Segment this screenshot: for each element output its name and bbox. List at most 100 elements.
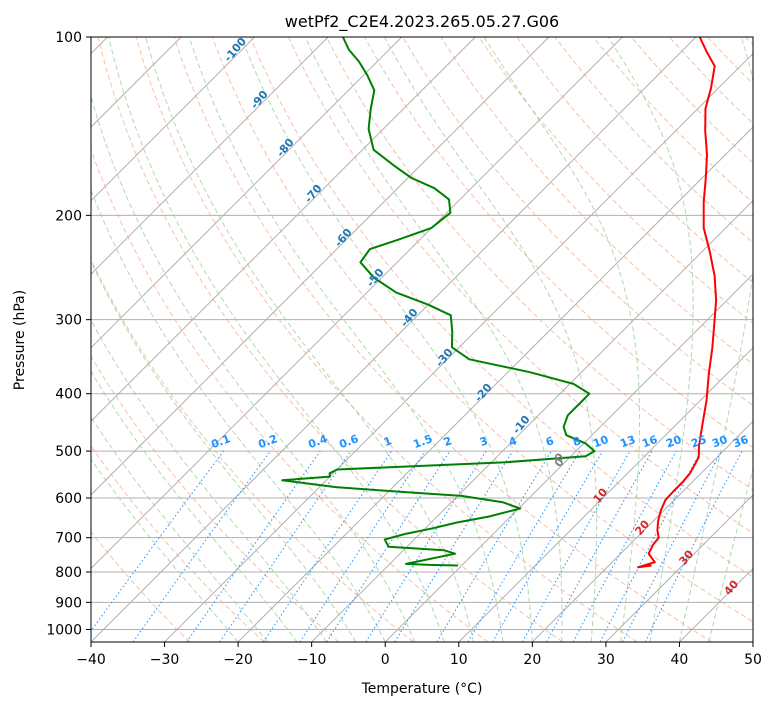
x-tick-label: −10 <box>297 652 327 668</box>
isotherm-line <box>458 347 753 642</box>
mixing-ratio-label: 30 <box>710 433 729 451</box>
mixing-ratio-line <box>299 450 426 642</box>
plot-frame <box>90 36 754 643</box>
axes: −40 −30 −20 −10 0 10 20 30 40 50 1000 900 800 700 600 5… <box>46 30 762 668</box>
dry-adiabat-line <box>173 37 713 642</box>
mixing-ratio-line <box>572 450 677 642</box>
mixing-ratio-label: 16 <box>640 433 659 451</box>
moist-adiabat-line <box>91 416 268 642</box>
x-tick-label: 30 <box>597 652 615 668</box>
y-tick-label: 900 <box>55 595 82 611</box>
mixing-ratio-label: 0.6 <box>337 432 360 451</box>
dry-adiabat-line <box>91 258 414 642</box>
mixing-ratio-label: 1 <box>382 434 394 449</box>
isotherm-line <box>91 37 550 496</box>
dry-adiabat-line <box>91 355 340 642</box>
moist-adiabat-line <box>91 458 239 642</box>
mixing-ratio-label: 25 <box>689 433 708 450</box>
isotherm-line <box>531 420 753 642</box>
mixing-ratio-label: 2 <box>442 434 454 449</box>
y-tick-label: 100 <box>55 30 82 46</box>
dry-adiabat-line <box>91 445 265 642</box>
x-tick-label: 40 <box>671 652 689 668</box>
isotherm-line <box>605 494 753 642</box>
moist-adiabat-line <box>91 188 386 642</box>
dry-adiabat-line <box>249 37 753 578</box>
y-tick-label: 600 <box>55 491 82 507</box>
profile-line-0 <box>637 37 718 569</box>
x-tick-label: −30 <box>150 652 180 668</box>
moist-adiabat-line <box>145 37 474 642</box>
isotherm-line <box>91 37 476 423</box>
moist-adiabat-line <box>384 37 598 642</box>
y-tick-label: 400 <box>55 387 82 403</box>
x-tick-label: 50 <box>744 652 762 668</box>
dry-adiabat-line <box>516 37 753 284</box>
y-tick-label: 700 <box>55 531 82 547</box>
moist-adiabat-line <box>304 37 563 642</box>
isotherm-line <box>384 273 753 642</box>
x-tick-label: 10 <box>450 652 468 668</box>
x-tick-label: 20 <box>523 652 541 668</box>
moist-adiabat-line <box>607 37 694 642</box>
dry-adiabat-line <box>478 37 753 324</box>
isotherm-line <box>91 37 403 349</box>
mixing-ratio-label: 4 <box>507 434 519 449</box>
y-tick-label: 200 <box>55 208 82 224</box>
isotherm-line <box>91 37 329 275</box>
mixing-ratio-label: 8 <box>571 434 583 449</box>
mixing-ratio-line <box>394 450 514 642</box>
mixing-ratio-line <box>91 450 224 632</box>
x-tick-label: −40 <box>76 652 106 668</box>
dry-adiabat-line <box>211 37 753 623</box>
moist-adiabat-line <box>483 37 641 642</box>
dry-adiabat-line <box>91 531 191 642</box>
y-tick-label: 800 <box>55 565 82 581</box>
moist-adiabat-line <box>91 319 327 642</box>
moist-adiabat-line <box>91 260 357 642</box>
mixing-ratio-label: 20 <box>664 433 683 451</box>
profiles <box>281 37 718 569</box>
mixing-ratio-line <box>522 450 631 642</box>
moist-adiabat-line <box>678 37 753 642</box>
chart-title: wetPf2_C2E4.2023.265.05.27.G06 <box>285 12 559 32</box>
isotherm-line <box>91 37 697 642</box>
background-lines <box>91 37 753 642</box>
x-tick-label: 0 <box>381 652 390 668</box>
moist-adiabat-line <box>708 466 753 642</box>
mixing-ratio-line <box>132 450 271 642</box>
mixing-ratio-line <box>326 450 451 642</box>
y-axis-label: Pressure (hPa) <box>12 290 28 390</box>
dry-adiabat-line <box>326 37 753 491</box>
profile-line-1 <box>281 37 596 567</box>
mixing-ratio-line <box>263 450 392 642</box>
mixing-ratio-line <box>219 450 352 642</box>
mixing-ratio-label: 13 <box>618 433 637 450</box>
mixing-ratio-label: 36 <box>731 433 750 451</box>
y-tick-label: 1000 <box>46 622 82 638</box>
isotherm-line <box>164 52 753 642</box>
isotherm-line <box>91 37 256 202</box>
moist-adiabat-line <box>241 37 533 642</box>
mixing-ratio-label: 6 <box>544 434 556 449</box>
dry-adiabat-line <box>135 37 638 642</box>
mixing-ratio-line <box>644 450 743 642</box>
mixing-ratio-label: 0.4 <box>306 432 329 451</box>
mixing-ratio-label: 0.1 <box>209 432 232 451</box>
mixing-ratio-label: 10 <box>591 433 610 451</box>
mixing-ratio-label: 1.5 <box>411 432 434 451</box>
x-axis-label: Temperature (°C) <box>361 681 483 697</box>
mixing-ratio-label: 0.2 <box>256 432 279 451</box>
y-tick-label: 500 <box>55 444 82 460</box>
x-tick-label: −20 <box>223 652 253 668</box>
mixing-ratio-line <box>546 450 653 642</box>
isotherm-line <box>237 126 753 642</box>
moist-adiabat-line <box>108 37 445 642</box>
mixing-ratio-line <box>186 450 321 642</box>
isotherm-line <box>91 37 623 570</box>
dry-adiabat-line <box>402 37 753 407</box>
mixing-ratio-label: 3 <box>478 434 490 449</box>
y-tick-label: 300 <box>55 313 82 329</box>
